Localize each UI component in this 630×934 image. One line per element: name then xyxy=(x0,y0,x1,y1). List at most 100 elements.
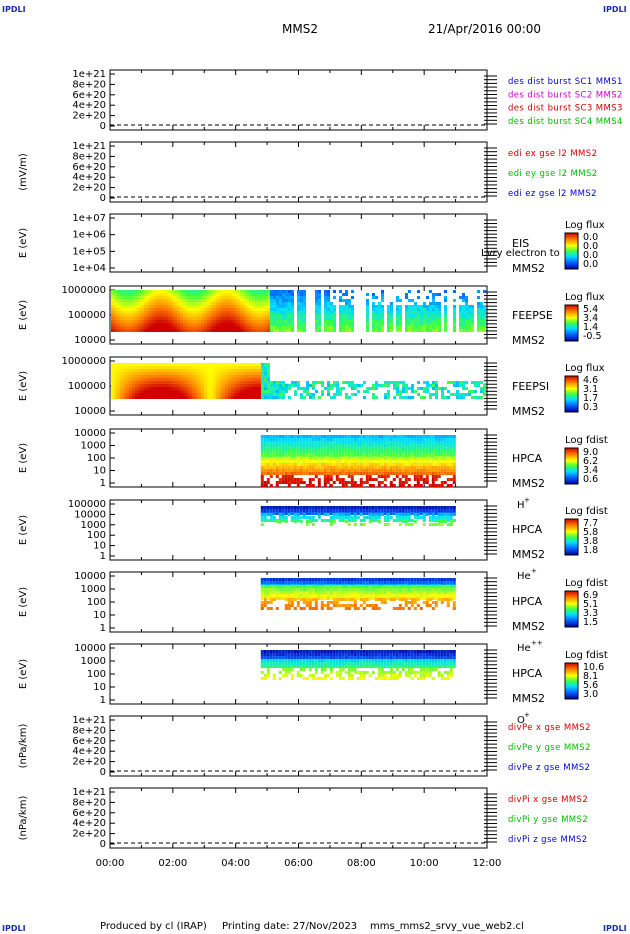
heatmap-cell xyxy=(438,311,441,314)
heatmap-cell xyxy=(210,302,213,305)
heatmap-cell xyxy=(366,387,369,390)
heatmap-cell xyxy=(389,585,393,588)
heatmap-cell xyxy=(111,366,114,369)
heatmap-cell xyxy=(117,396,120,399)
heatmap-cell xyxy=(323,453,327,456)
heatmap-cell xyxy=(276,396,279,399)
heatmap-cell xyxy=(480,396,483,399)
heatmap-cell xyxy=(465,314,468,317)
heatmap-cell xyxy=(311,509,315,512)
heatmap-cell xyxy=(123,396,126,399)
heatmap-cell xyxy=(398,460,402,463)
heatmap-cell xyxy=(311,585,315,588)
heatmap-cell xyxy=(275,512,279,515)
heatmap-cell xyxy=(156,366,159,369)
heatmap-cell xyxy=(111,323,114,326)
heatmap-cell xyxy=(141,314,144,317)
heatmap-cell xyxy=(419,457,423,460)
heatmap-cell xyxy=(389,581,393,584)
heatmap-cell xyxy=(302,447,306,450)
heatmap-cell xyxy=(350,441,354,444)
heatmap-cell xyxy=(219,393,222,396)
heatmap-cell xyxy=(383,581,387,584)
heatmap-cell xyxy=(293,435,297,438)
heatmap-cell xyxy=(365,475,369,478)
heatmap-cell xyxy=(446,453,450,456)
heatmap-cell xyxy=(174,366,177,369)
heatmap-cell xyxy=(297,296,300,299)
heatmap-cell xyxy=(429,305,432,308)
heatmap-cell xyxy=(368,581,372,584)
heatmap-cell xyxy=(351,305,354,308)
heatmap-cell xyxy=(341,453,345,456)
panel-frame-divpi xyxy=(109,787,488,849)
heatmap-cell xyxy=(204,366,207,369)
heatmap-cell xyxy=(419,597,423,600)
heatmap-cell xyxy=(287,457,291,460)
heatmap-cell xyxy=(302,516,306,519)
heatmap-cell xyxy=(378,314,381,317)
heatmap-cell xyxy=(255,366,258,369)
heatmap-cell xyxy=(404,520,408,523)
heatmap-cell xyxy=(416,513,420,516)
heatmap-cell xyxy=(351,320,354,323)
heatmap-cell xyxy=(372,329,375,332)
heatmap-cell xyxy=(431,484,435,487)
heatmap-cell xyxy=(311,450,315,453)
heatmap-cell xyxy=(177,317,180,320)
heatmap-cell xyxy=(381,314,384,317)
heatmap-cell xyxy=(411,387,414,390)
heatmap-cell xyxy=(366,326,369,329)
heatmap-cell xyxy=(431,463,435,466)
colorbar-tick-label: 6.9 xyxy=(583,590,598,601)
heatmap-cell xyxy=(407,607,411,610)
heatmap-cell xyxy=(443,447,447,450)
heatmap-cell xyxy=(365,466,369,469)
heatmap-cell xyxy=(266,597,270,600)
heatmap-cell xyxy=(207,320,210,323)
heatmap-cell xyxy=(329,509,333,512)
heatmap-cell xyxy=(120,296,123,299)
heatmap-cell xyxy=(347,460,351,463)
heatmap-cell xyxy=(281,591,285,594)
heatmap-cell xyxy=(308,601,312,604)
heatmap-cell xyxy=(282,387,285,390)
heatmap-cell xyxy=(326,472,330,475)
heatmap-cell xyxy=(258,323,261,326)
heatmap-cell xyxy=(276,305,279,308)
heatmap-cell xyxy=(329,523,333,526)
heatmap-cell xyxy=(305,450,309,453)
heatmap-cell xyxy=(380,509,384,512)
heatmap-cell xyxy=(318,317,321,320)
heatmap-cell xyxy=(437,598,441,601)
heatmap-cell xyxy=(384,393,387,396)
heatmap-cell xyxy=(416,506,420,509)
heatmap-cell xyxy=(428,441,432,444)
heatmap-cell xyxy=(405,311,408,314)
species-charge-label: + xyxy=(524,711,530,719)
heatmap-cell xyxy=(222,290,225,293)
heatmap-cell xyxy=(348,311,351,314)
heatmap-cell xyxy=(281,444,285,447)
heatmap-cell xyxy=(132,393,135,396)
heatmap-cell xyxy=(273,387,276,390)
heatmap-cell xyxy=(345,317,348,320)
heatmap-cell xyxy=(342,387,345,390)
heatmap-cell xyxy=(255,369,258,372)
heatmap-cell xyxy=(471,308,474,311)
heatmap-cell xyxy=(471,323,474,326)
panel-frame-divpe xyxy=(109,715,488,777)
heatmap-cell xyxy=(368,460,372,463)
heatmap-cell xyxy=(419,588,423,591)
heatmap-cell xyxy=(305,472,309,475)
heatmap-cell xyxy=(141,308,144,311)
heatmap-cell xyxy=(174,393,177,396)
heatmap-cell xyxy=(174,308,177,311)
heatmap-cell xyxy=(207,305,210,308)
heatmap-cell xyxy=(440,591,444,594)
heatmap-cell xyxy=(180,293,183,296)
heatmap-cell xyxy=(368,591,372,594)
heatmap-cell xyxy=(483,305,486,308)
heatmap-cell xyxy=(365,460,369,463)
heatmap-cell xyxy=(437,516,441,519)
